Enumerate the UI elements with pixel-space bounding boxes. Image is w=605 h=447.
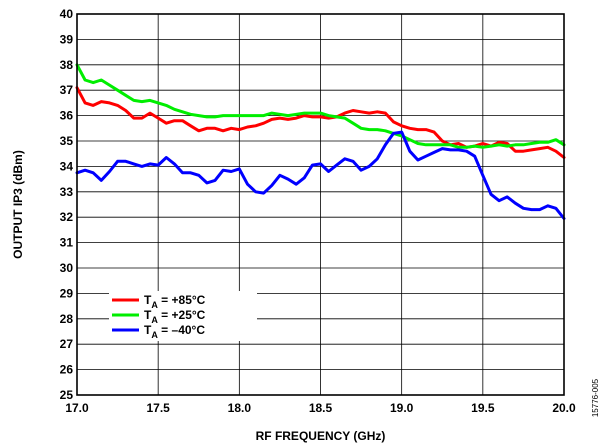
y-tick-label: 33 (60, 185, 74, 199)
y-tick-label: 28 (60, 312, 74, 326)
y-tick-label: 26 (60, 363, 74, 377)
series-layer (75, 63, 566, 220)
y-axis-label: OUTPUT IP3 (dBm) (11, 150, 25, 259)
y-tick-label: 31 (60, 236, 74, 250)
x-tick-label: 17.5 (146, 401, 170, 415)
series-line-3 (75, 130, 566, 220)
legend-label: TA = +85°C (144, 293, 206, 310)
x-tick-label: 17.0 (65, 401, 89, 415)
plot-frame (76, 13, 565, 396)
y-tick-label: 32 (60, 210, 74, 224)
y-tick-label: 40 (60, 7, 74, 21)
y-tick-label: 27 (60, 337, 74, 351)
y-tick-label: 36 (60, 109, 74, 123)
y-tick-label: 35 (60, 134, 74, 148)
x-tick-label: 18.5 (309, 401, 333, 415)
y-tick-label: 29 (60, 286, 74, 300)
series-line-2 (75, 63, 566, 149)
series-line-1 (75, 86, 566, 159)
y-tick-label: 34 (60, 159, 74, 173)
y-tick-label: 37 (60, 83, 74, 97)
x-tick-label: 19.0 (390, 401, 414, 415)
y-tick-label: 30 (60, 261, 74, 275)
x-tick-labels: 17.0 17.5 18.0 18.5 19.0 19.5 20.0 (65, 401, 576, 415)
x-axis-label: RF FREQUENCY (GHz) (256, 429, 386, 443)
y-tick-label: 25 (60, 388, 74, 402)
x-tick-label: 19.5 (471, 401, 495, 415)
legend: TA = +85°CTA = +25°CTA = –40°C (109, 291, 257, 341)
legend-label: TA = +25°C (144, 308, 206, 325)
y-tick-label: 39 (60, 32, 74, 46)
legend-label: TA = –40°C (144, 323, 205, 340)
x-tick-label: 18.0 (228, 401, 252, 415)
y-tick-labels: 25 26 27 28 29 30 31 32 33 34 35 36 37 38 39 40 (60, 7, 74, 402)
y-tick-label: 38 (60, 58, 74, 72)
figure-id: 15776-005 (591, 378, 600, 417)
x-tick-label: 20.0 (552, 401, 576, 415)
